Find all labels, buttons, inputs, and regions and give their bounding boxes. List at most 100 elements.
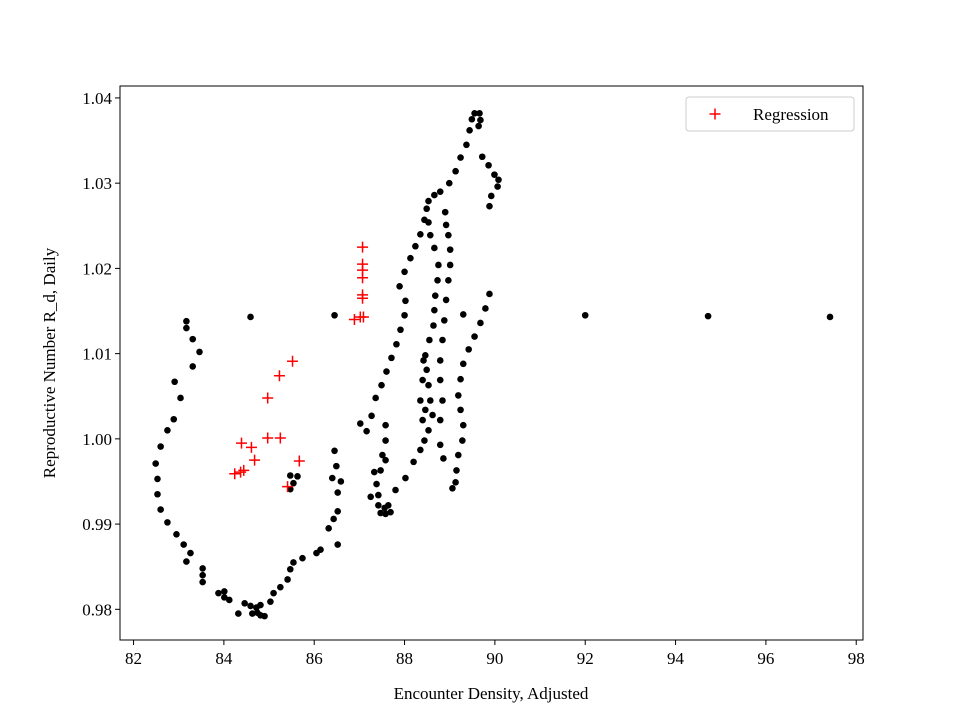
data-point [257,601,264,609]
data-point [471,333,478,340]
data-point [581,311,589,319]
data-point [396,282,403,290]
data-point [267,598,274,605]
data-point [226,596,233,604]
data-point [402,474,409,482]
data-point [475,122,482,130]
y-tick-label: 1.02 [82,259,112,278]
data-point [425,197,432,205]
data-point [154,490,161,498]
data-point [453,467,460,474]
series [152,109,834,620]
plot-frame [119,85,864,641]
data-point [459,360,467,368]
data-point [402,297,409,305]
data-point [430,322,437,329]
data-point [419,376,426,384]
data-point [284,576,291,583]
data-point [459,437,466,444]
data-point [282,481,294,493]
data-point [235,610,242,617]
data-point [337,478,345,485]
data-point [421,437,428,444]
data-point [431,306,438,314]
series [229,241,369,493]
data-point [431,292,439,299]
data-point [357,272,369,284]
data-point [286,565,294,573]
data-point [436,441,444,449]
data-point [382,437,389,444]
data-point [417,397,424,404]
data-point [372,394,379,402]
data-point [422,406,429,414]
y-axis-label: Reproductive Number R_d, Daily [40,247,59,478]
data-point [412,242,419,250]
y-tick-label: 1.04 [82,89,112,108]
data-point [247,313,254,321]
data-point [236,437,247,449]
data-point [425,381,432,389]
data-point [442,296,450,304]
x-tick-label: 82 [125,649,142,668]
data-point [425,427,432,434]
y-tick-label: 1.03 [82,174,112,193]
data-point [334,489,342,496]
data-point [363,427,370,435]
data-point [382,456,389,464]
data-point [152,460,159,467]
data-point [465,346,472,353]
data-point [445,179,453,187]
data-point [215,589,222,597]
data-point [446,246,454,253]
data-point [441,317,448,324]
legend-label: Regression [753,105,829,124]
data-point [422,352,429,359]
y-tick-label: 1.00 [82,430,112,449]
data-point [368,412,375,420]
data-point [189,363,197,370]
data-point [486,202,493,210]
data-point [317,546,324,553]
legend-marker [709,108,721,120]
x-tick-label: 88 [396,649,413,668]
data-point [180,541,187,548]
data-point [445,231,452,239]
data-point [439,397,446,404]
data-point [183,317,190,325]
data-point [334,541,342,548]
data-point [357,241,369,253]
data-point [356,420,364,427]
data-point [173,531,180,538]
legend-box [685,96,855,132]
data-point [477,116,484,124]
data-point [392,486,399,494]
data-point [434,277,441,284]
data-point [183,558,190,565]
data-point [171,378,178,386]
data-point [423,366,430,374]
data-point [457,406,464,414]
x-tick-label: 90 [486,649,503,668]
data-point [442,221,450,229]
data-point [491,171,498,178]
data-point [221,588,228,595]
data-point [452,167,459,175]
data-point [290,559,297,566]
data-point [419,416,426,424]
data-point [357,292,369,304]
data-point [388,354,395,362]
x-tick-label: 92 [577,649,594,668]
data-point [486,290,493,298]
data-point [381,504,388,512]
data-point [235,466,247,478]
data-point [423,205,430,213]
data-point [375,502,382,509]
data-point [157,506,164,513]
data-point [357,311,369,323]
data-point [221,594,228,601]
data-point [241,600,248,607]
data-point [425,219,432,226]
data-point [455,451,462,459]
